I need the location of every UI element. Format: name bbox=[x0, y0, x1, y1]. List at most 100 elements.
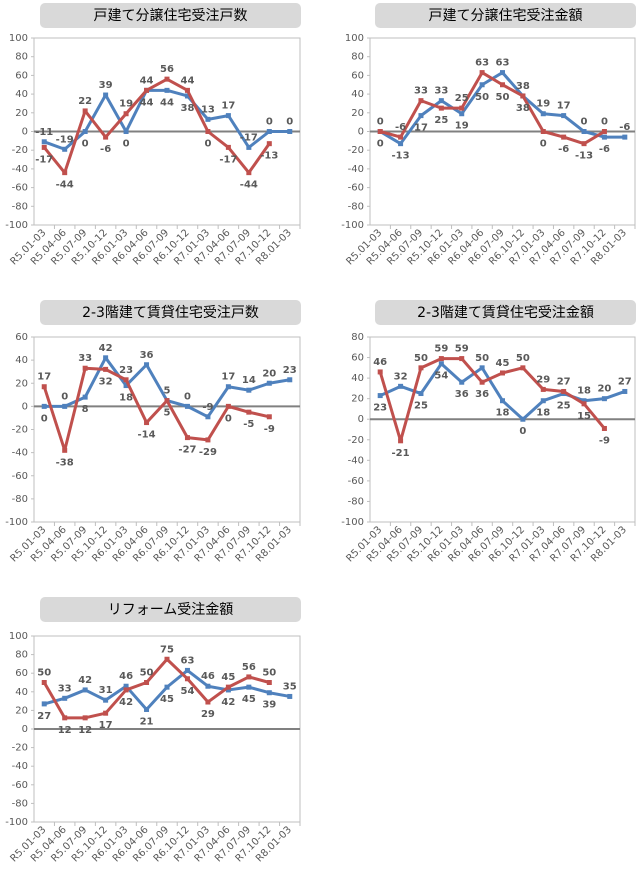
title-box bbox=[40, 3, 301, 28]
point-marker bbox=[41, 144, 47, 150]
point-marker bbox=[266, 690, 272, 696]
data-label: 36 bbox=[140, 350, 154, 361]
point-marker bbox=[205, 437, 211, 443]
y-tick-label: -40 bbox=[12, 761, 28, 772]
data-label: 42 bbox=[99, 343, 113, 354]
data-label: 36 bbox=[475, 389, 489, 400]
data-label: 17 bbox=[37, 372, 51, 383]
point-marker bbox=[246, 409, 252, 415]
chart-title: 戸建て分譲住宅受注金額 bbox=[429, 8, 583, 24]
point-marker bbox=[41, 384, 47, 390]
point-marker bbox=[500, 370, 505, 376]
data-label: 39 bbox=[99, 80, 113, 91]
data-label: 50 bbox=[496, 92, 510, 103]
point-marker bbox=[398, 438, 404, 444]
point-marker bbox=[540, 398, 546, 404]
point-marker bbox=[398, 141, 404, 147]
data-label: 46 bbox=[373, 357, 387, 368]
y-tick-label: 60 bbox=[15, 70, 28, 81]
y-tick-label: 100 bbox=[9, 33, 28, 44]
title-box bbox=[40, 300, 301, 325]
data-label: 15 bbox=[577, 411, 591, 422]
point-marker bbox=[479, 379, 485, 385]
y-tick-label: -20 bbox=[12, 145, 28, 156]
data-label: 0 bbox=[123, 139, 130, 150]
data-label: 0 bbox=[41, 413, 48, 424]
data-label: 38 bbox=[516, 103, 530, 114]
data-label: 23 bbox=[119, 365, 133, 376]
point-marker bbox=[287, 377, 293, 383]
point-marker bbox=[418, 365, 424, 371]
data-label: 50 bbox=[475, 353, 489, 364]
y-tick-label: 80 bbox=[351, 332, 364, 343]
data-label: 17 bbox=[414, 123, 428, 134]
data-label: 33 bbox=[78, 353, 92, 364]
data-label: 45 bbox=[242, 694, 256, 705]
data-label: 33 bbox=[414, 86, 428, 97]
data-label: 44 bbox=[181, 75, 195, 86]
point-marker bbox=[62, 403, 68, 409]
data-label: 45 bbox=[221, 672, 235, 683]
point-marker bbox=[123, 377, 129, 383]
title-box bbox=[375, 300, 636, 325]
data-label: -17 bbox=[219, 154, 237, 165]
point-marker bbox=[41, 139, 47, 145]
data-label: -11 bbox=[35, 127, 53, 138]
data-label: 63 bbox=[496, 58, 510, 69]
point-marker bbox=[144, 420, 150, 426]
point-marker bbox=[500, 82, 505, 88]
y-tick-label: 20 bbox=[15, 108, 28, 119]
point-marker bbox=[438, 361, 444, 367]
data-label: 38 bbox=[181, 103, 195, 114]
y-tick-label: 60 bbox=[351, 70, 364, 81]
data-label: 0 bbox=[377, 117, 384, 128]
point-marker bbox=[581, 129, 587, 134]
point-marker bbox=[164, 398, 170, 404]
data-label: -5 bbox=[243, 419, 254, 430]
data-label: -6 bbox=[395, 122, 406, 133]
point-marker bbox=[540, 129, 546, 134]
data-label: 50 bbox=[516, 353, 530, 364]
data-label: 23 bbox=[283, 365, 297, 376]
series-line bbox=[42, 366, 270, 452]
data-label: 17 bbox=[221, 101, 235, 112]
data-label: -27 bbox=[178, 445, 196, 456]
point-marker bbox=[164, 684, 170, 690]
point-marker bbox=[561, 134, 567, 140]
point-marker bbox=[123, 687, 129, 693]
point-marker bbox=[246, 684, 252, 690]
series-line bbox=[42, 657, 270, 720]
data-label: -13 bbox=[260, 151, 278, 162]
y-tick-label: 40 bbox=[15, 687, 28, 698]
data-label: 33 bbox=[434, 86, 448, 97]
point-marker bbox=[479, 70, 485, 76]
title-box bbox=[40, 597, 301, 622]
point-marker bbox=[622, 388, 628, 394]
y-tick-label: -100 bbox=[5, 220, 28, 231]
data-label: -14 bbox=[137, 430, 155, 441]
data-label: 14 bbox=[242, 375, 256, 386]
data-label: 20 bbox=[262, 368, 276, 379]
data-label: 0 bbox=[540, 139, 547, 150]
data-label: 22 bbox=[78, 96, 92, 107]
point-marker bbox=[287, 693, 293, 699]
data-label: 25 bbox=[414, 401, 428, 412]
data-label: -44 bbox=[56, 180, 74, 191]
point-marker bbox=[266, 680, 272, 685]
point-marker bbox=[225, 144, 231, 150]
y-tick-label: -80 bbox=[12, 494, 28, 505]
chart: 戸建て分譲住宅受注金額-100-80-60-40-20020406080100R… bbox=[341, 3, 636, 267]
point-marker bbox=[82, 715, 88, 721]
y-tick-label: -80 bbox=[12, 201, 28, 212]
data-label: -6 bbox=[100, 144, 111, 155]
point-marker bbox=[225, 113, 231, 119]
chart: 戸建て分譲住宅受注戸数-100-80-60-40-20020406080100R… bbox=[5, 3, 301, 267]
point-marker bbox=[184, 93, 190, 99]
data-label: 12 bbox=[78, 725, 92, 736]
point-marker bbox=[520, 365, 526, 371]
data-label: 39 bbox=[262, 700, 276, 711]
series-line bbox=[378, 357, 606, 443]
data-label: 56 bbox=[160, 64, 174, 75]
data-label: 17 bbox=[99, 720, 113, 731]
point-marker bbox=[62, 447, 68, 453]
